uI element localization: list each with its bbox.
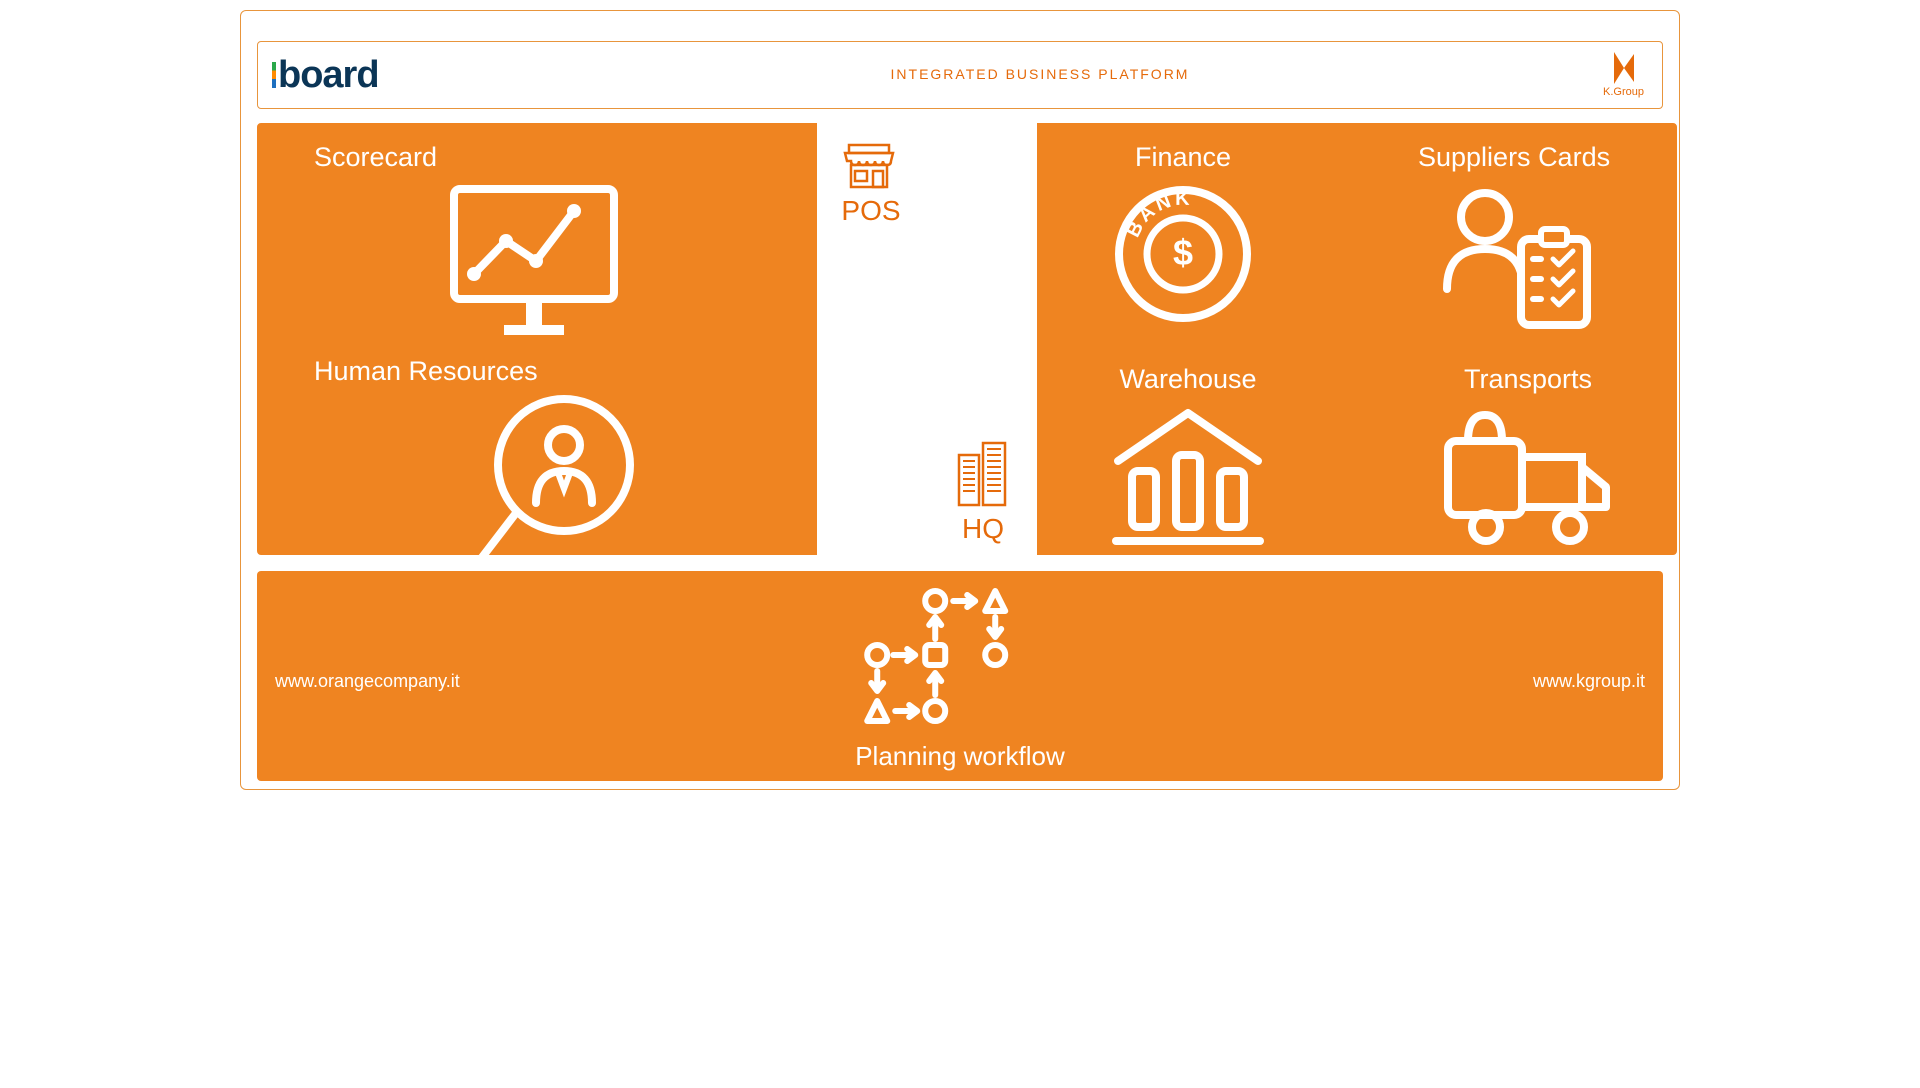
page-title: K.MMR MASS MARKET RETAIL INTEGRATED BUSI… (258, 68, 1662, 82)
center-hq-column: HQ (929, 123, 1037, 555)
buildings-icon (953, 437, 1013, 507)
footer-url-right[interactable]: www.kgroup.it (1533, 671, 1645, 692)
left-panel: Scorecard Human Resources (257, 123, 817, 555)
module-hr-label: Human Resources (314, 356, 538, 387)
module-workflow[interactable]: Planning workflow (855, 585, 1065, 772)
pos-block[interactable]: POS (841, 141, 900, 227)
svg-text:$: $ (1173, 232, 1193, 273)
module-suppliers-label: Suppliers Cards (1418, 142, 1610, 173)
hr-icon (464, 393, 664, 583)
finance-icon: $ BANK (1108, 179, 1258, 329)
module-scorecard-label: Scorecard (314, 142, 437, 173)
transports-icon (1438, 401, 1618, 551)
module-suppliers[interactable]: Suppliers Cards (1418, 142, 1610, 339)
dashboard-canvas: board K.MMR MASS MARKET RETAIL INTEGRATE… (240, 10, 1680, 790)
right-panel: Finance $ BANK Suppliers Cards (1037, 123, 1677, 555)
warehouse-icon (1108, 401, 1268, 551)
board-logo: board (272, 54, 379, 97)
module-finance[interactable]: Finance $ BANK (1108, 142, 1258, 329)
footer-url-left[interactable]: www.orangecompany.it (275, 671, 460, 692)
center-pos-column: POS (817, 123, 925, 555)
hq-label: HQ (953, 513, 1013, 545)
workflow-label: Planning workflow (855, 741, 1065, 772)
workflow-icon (855, 585, 1025, 735)
main-grid: Scorecard Human Resources (257, 123, 1663, 555)
header-bar: board K.MMR MASS MARKET RETAIL INTEGRATE… (257, 41, 1663, 109)
title-line2: INTEGRATED BUSINESS PLATFORM (418, 66, 1662, 82)
suppliers-icon (1429, 179, 1599, 339)
module-hr[interactable]: Human Resources (314, 356, 694, 583)
pos-label: POS (841, 195, 900, 227)
module-finance-label: Finance (1135, 142, 1231, 173)
scorecard-icon (434, 179, 634, 339)
module-warehouse-label: Warehouse (1119, 364, 1256, 395)
footer-panel: www.orangecompany.it www.kgroup.it (257, 571, 1663, 781)
module-transports-label: Transports (1464, 364, 1592, 395)
board-logo-text: board (278, 54, 379, 97)
module-warehouse[interactable]: Warehouse (1108, 364, 1268, 551)
store-icon (841, 141, 897, 189)
board-logo-accent (272, 62, 276, 88)
kgroup-icon (1610, 52, 1638, 84)
kgroup-logo: K.Group (1603, 52, 1644, 98)
module-transports[interactable]: Transports (1438, 364, 1618, 551)
module-scorecard[interactable]: Scorecard (314, 142, 694, 339)
kgroup-logo-text: K.Group (1603, 86, 1644, 98)
hq-block[interactable]: HQ (953, 437, 1013, 545)
